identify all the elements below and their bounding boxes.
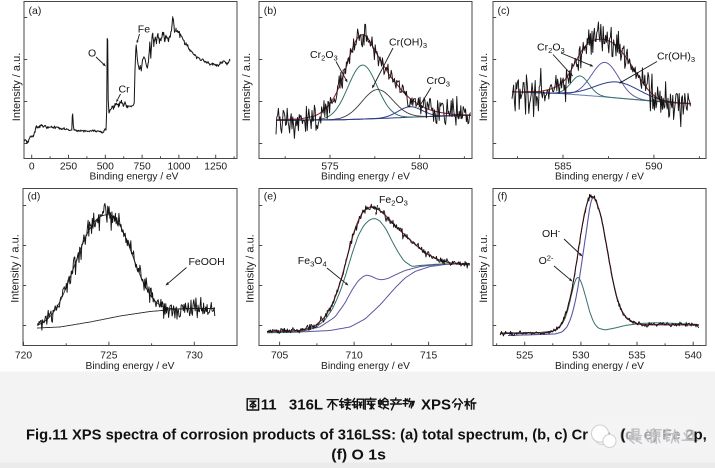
svg-text:Binding energy / eV: Binding energy / eV (321, 172, 410, 183)
svg-text:(f) O 1s: (f) O 1s (331, 446, 386, 463)
svg-text:Cr: Cr (119, 84, 131, 96)
svg-text:(c): (c) (498, 5, 510, 17)
svg-text:(a): (a) (29, 5, 42, 17)
svg-text:Intensity / a.u.: Intensity / a.u. (478, 53, 490, 121)
svg-text:Intensity / a.u.: Intensity / a.u. (244, 234, 256, 302)
svg-text:O: O (88, 48, 96, 60)
svg-text:715: 715 (420, 351, 437, 362)
svg-text:Binding energy / eV: Binding energy / eV (86, 361, 175, 372)
svg-text:OH-: OH- (542, 226, 561, 240)
svg-text:540: 540 (685, 351, 702, 362)
svg-text:590: 590 (645, 162, 662, 173)
svg-text:500: 500 (97, 162, 114, 173)
svg-text:0: 0 (29, 162, 35, 173)
svg-text:705: 705 (271, 351, 288, 362)
svg-text:Cr(OH)3: Cr(OH)3 (657, 51, 695, 64)
svg-text:Intensity / a.u.: Intensity / a.u. (11, 53, 23, 121)
svg-text:Intensity / a.u.: Intensity / a.u. (10, 234, 22, 302)
svg-text:(: ( (621, 427, 626, 444)
svg-text:Binding energy / eV: Binding energy / eV (555, 172, 644, 183)
svg-text:316L: 316L (289, 396, 323, 413)
svg-text:Cr2O3: Cr2O3 (537, 42, 565, 55)
svg-text:XPS: XPS (421, 396, 451, 413)
svg-text:710: 710 (346, 351, 363, 362)
svg-text:1000: 1000 (167, 162, 190, 173)
svg-text:725: 725 (100, 351, 117, 362)
svg-text:580: 580 (411, 162, 428, 173)
svg-text:(d): (d) (28, 191, 41, 203)
svg-text:p,: p, (694, 427, 707, 444)
svg-text:(b): (b) (264, 5, 277, 17)
svg-text:Fe2O3: Fe2O3 (379, 194, 408, 207)
svg-text:Fe3O4: Fe3O4 (298, 255, 327, 268)
svg-text:750: 750 (134, 162, 151, 173)
svg-text:530: 530 (572, 351, 589, 362)
svg-text:1250: 1250 (204, 162, 227, 173)
svg-text:575: 575 (321, 162, 338, 173)
svg-text:Intensity / a.u.: Intensity / a.u. (241, 53, 253, 121)
svg-text:Binding energy / eV: Binding energy / eV (321, 361, 410, 372)
svg-text:FeOOH: FeOOH (189, 256, 225, 268)
svg-text:11: 11 (261, 396, 277, 413)
svg-text:Binding energy / eV: Binding energy / eV (555, 361, 644, 372)
svg-text:535: 535 (628, 351, 645, 362)
svg-text:Cr(OH)3: Cr(OH)3 (389, 37, 427, 50)
svg-text:(e): (e) (264, 191, 277, 203)
svg-text:585: 585 (554, 162, 571, 173)
svg-text:Binding energy / eV: Binding energy / eV (90, 172, 179, 183)
svg-text:525: 525 (516, 351, 533, 362)
svg-text:720: 720 (15, 351, 32, 362)
svg-text:CrO3: CrO3 (427, 75, 450, 88)
svg-text:Fe: Fe (138, 24, 150, 36)
svg-text:(f): (f) (498, 191, 508, 203)
svg-text:250: 250 (60, 162, 77, 173)
svg-text:730: 730 (186, 351, 203, 362)
svg-text:Intensity / a.u.: Intensity / a.u. (478, 234, 490, 302)
svg-text:Cr2O3: Cr2O3 (310, 49, 338, 62)
svg-text:Fig.11 XPS spectra of corrosi: Fig.11 XPS spectra of corrosion products… (26, 427, 588, 444)
